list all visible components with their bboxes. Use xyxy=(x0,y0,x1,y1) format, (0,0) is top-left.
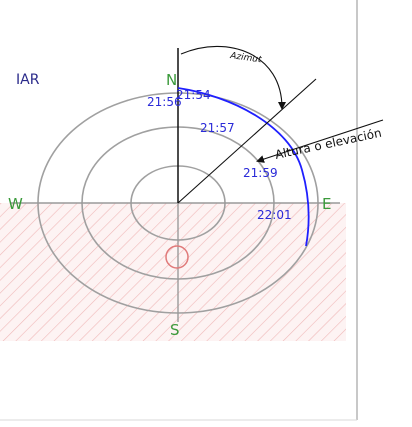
compass-south-label: S xyxy=(170,321,180,339)
time-label: 21:57 xyxy=(200,121,235,135)
azimuth-annotation: Azimut xyxy=(229,51,263,65)
logo: IAR xyxy=(16,72,40,88)
azimuth-arc xyxy=(180,45,286,110)
below-horizon-region xyxy=(0,203,346,341)
compass-north-label: N xyxy=(166,71,177,89)
time-label: 21:59 xyxy=(243,166,278,180)
compass-east-label: E xyxy=(322,195,331,213)
sun-path-curve xyxy=(177,87,310,247)
altitude-line xyxy=(177,78,317,204)
altitude-annotation-leader xyxy=(256,119,384,163)
position-marker xyxy=(165,245,189,269)
time-label: 21:54 xyxy=(176,88,211,102)
compass-west-label: W xyxy=(8,195,23,213)
time-label: 22:01 xyxy=(257,208,292,222)
time-label: 21:56 xyxy=(147,95,182,109)
